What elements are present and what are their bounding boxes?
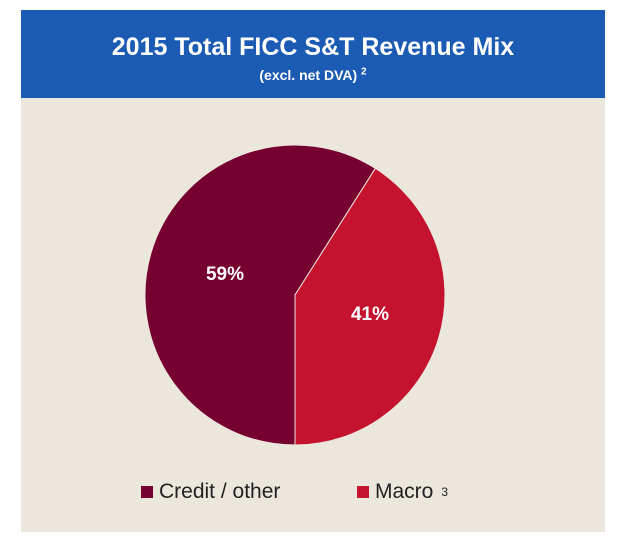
legend-swatch-credit-other: [141, 486, 153, 498]
legend-swatch-macro: [357, 486, 369, 498]
chart-subtitle: (excl. net DVA) 2: [21, 66, 605, 84]
legend-item-macro: Macro 3: [357, 480, 448, 504]
pie-slice-macro: [294, 167, 446, 446]
data-label-macro: 41%: [351, 304, 389, 325]
legend-label-macro: Macro: [375, 480, 434, 503]
chart-title: 2015 Total FICC S&T Revenue Mix: [111, 33, 515, 61]
chart-area: 59% 41%: [21, 98, 605, 532]
pie-slice-credit-other: [144, 144, 377, 446]
chart-legend: Credit / other Macro 3: [21, 480, 605, 510]
legend-item-credit-other: Credit / other: [141, 480, 280, 504]
legend-label-credit-other: Credit / other: [159, 480, 281, 503]
data-label-credit-other: 59%: [206, 264, 244, 285]
subtitle-text: (excl. net DVA): [259, 67, 358, 83]
pie-chart: 59% 41%: [144, 144, 446, 446]
chart-panel: 2015 Total FICC S&T Revenue Mix (excl. n…: [21, 10, 605, 532]
subtitle-footnote-marker: 2: [361, 66, 367, 78]
chart-header: 2015 Total FICC S&T Revenue Mix (excl. n…: [21, 10, 605, 98]
